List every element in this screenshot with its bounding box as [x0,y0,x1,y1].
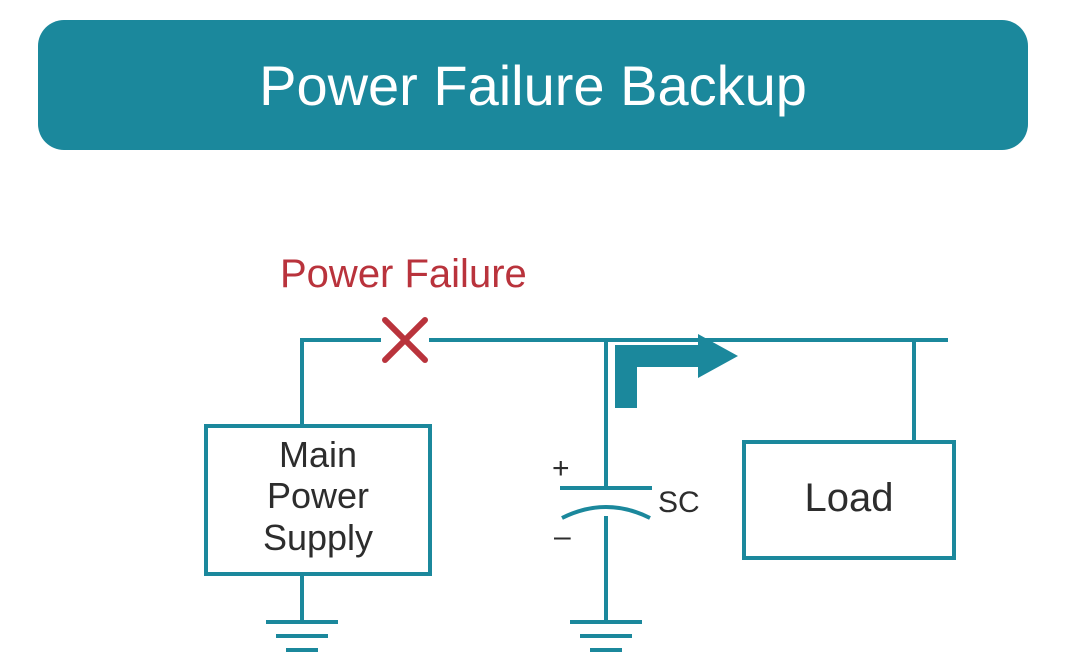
diagram-stage: Power Failure Backup Power Failure Main … [0,0,1066,672]
load-box [744,442,954,558]
circuit-svg [0,0,1066,672]
current-flow-arrow-icon [615,334,738,408]
main-power-supply-box [206,426,430,574]
